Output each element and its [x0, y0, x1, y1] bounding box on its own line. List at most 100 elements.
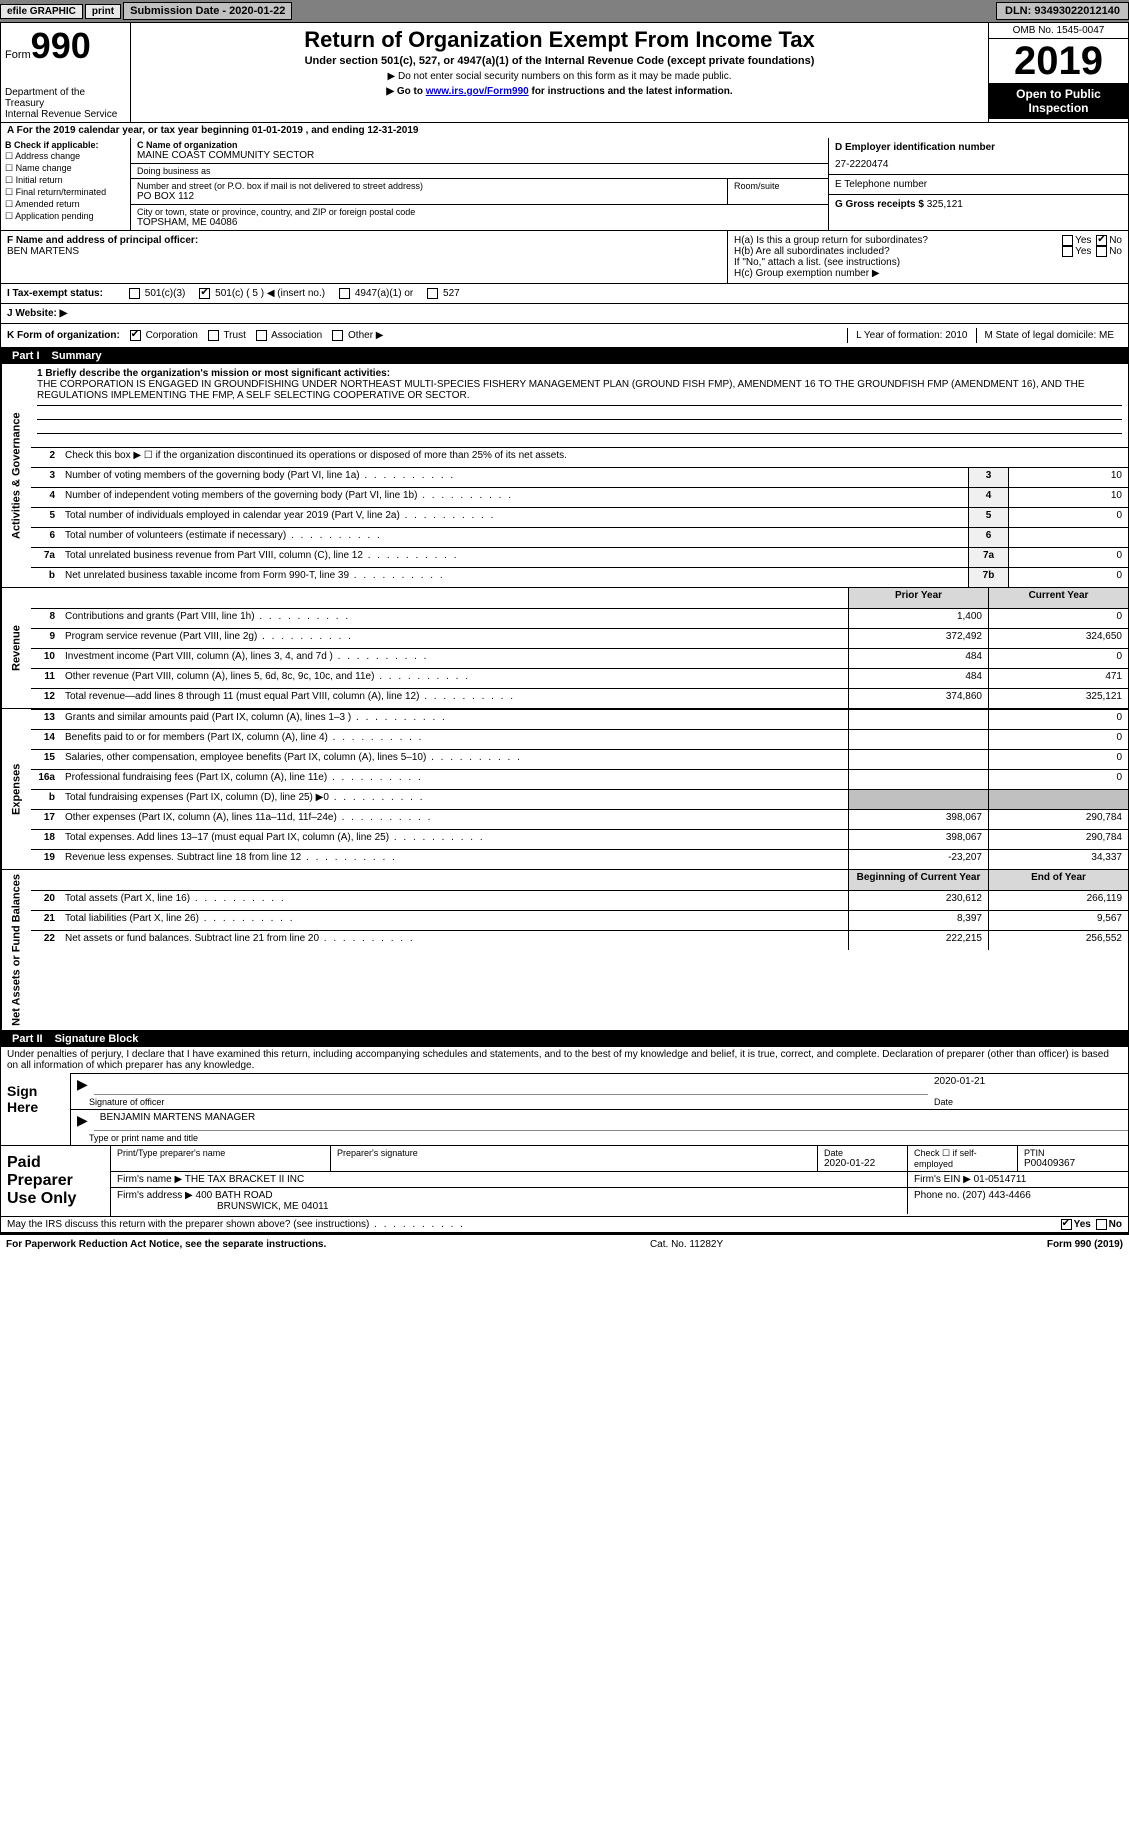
summary-line: 8Contributions and grants (Part VIII, li…	[31, 608, 1128, 628]
summary-line: bTotal fundraising expenses (Part IX, co…	[31, 789, 1128, 809]
hc-label: H(c) Group exemption number ▶	[734, 268, 1122, 279]
arrow-icon: ▶	[71, 1110, 94, 1131]
efile-button[interactable]: efile GRAPHIC	[0, 4, 83, 19]
top-toolbar: efile GRAPHIC print Submission Date - 20…	[0, 0, 1129, 22]
period-text: For the 2019 calendar year, or tax year …	[17, 125, 419, 136]
summary-line: 10Investment income (Part VIII, column (…	[31, 648, 1128, 668]
opt-501c3: 501(c)(3)	[145, 288, 186, 299]
summary-line: 3Number of voting members of the governi…	[31, 467, 1128, 487]
page-footer: For Paperwork Reduction Act Notice, see …	[0, 1233, 1129, 1254]
part2-num: Part II	[6, 1033, 49, 1045]
hb-no-checkbox[interactable]	[1096, 246, 1107, 257]
mission-text: THE CORPORATION IS ENGAGED IN GROUNDFISH…	[37, 379, 1122, 401]
curr-year-hdr: Current Year	[988, 588, 1128, 608]
opt-trust: Trust	[223, 330, 245, 341]
prep-name-label: Print/Type preparer's name	[117, 1148, 324, 1158]
form-title: Return of Organization Exempt From Incom…	[135, 27, 984, 53]
corp-checkbox[interactable]	[130, 330, 141, 341]
korg-label: K Form of organization:	[7, 330, 120, 341]
part1-title: Summary	[52, 350, 102, 362]
ptin-value: P00409367	[1024, 1158, 1122, 1169]
form-of-org-row: K Form of organization: Corporation Trus…	[0, 324, 1129, 348]
mission-label: 1 Briefly describe the organization's mi…	[37, 368, 1122, 379]
summary-line: 16aProfessional fundraising fees (Part I…	[31, 769, 1128, 789]
other-checkbox[interactable]	[332, 330, 343, 341]
website-row: J Website: ▶	[0, 304, 1129, 324]
gross-receipts-label: G Gross receipts $	[835, 199, 924, 210]
print-button[interactable]: print	[85, 4, 121, 19]
discuss-no-checkbox[interactable]	[1096, 1219, 1107, 1230]
ha-yes-checkbox[interactable]	[1062, 235, 1073, 246]
summary-line: bNet unrelated business taxable income f…	[31, 567, 1128, 587]
officer-signature-field[interactable]	[94, 1074, 928, 1095]
side-label-rev: Revenue	[1, 588, 31, 708]
summary-line: 6Total number of volunteers (estimate if…	[31, 527, 1128, 547]
mission-block: 1 Briefly describe the organization's mi…	[31, 364, 1128, 447]
summary-line: 20Total assets (Part X, line 16)230,6122…	[31, 890, 1128, 910]
summary-line: 21Total liabilities (Part X, line 26)8,3…	[31, 910, 1128, 930]
sign-here-label: Sign Here	[1, 1073, 71, 1145]
part1-header: Part I Summary	[0, 348, 1129, 364]
city-state-zip: TOPSHAM, ME 04086	[137, 217, 822, 228]
summary-line: 14Benefits paid to or for members (Part …	[31, 729, 1128, 749]
omb-number: OMB No. 1545-0047	[989, 23, 1128, 39]
header-right: OMB No. 1545-0047 2019 Open to Public In…	[988, 23, 1128, 122]
4947-checkbox[interactable]	[339, 288, 350, 299]
ein-label: D Employer identification number	[835, 142, 1122, 153]
end-year-hdr: End of Year	[988, 870, 1128, 890]
addr-label: Number and street (or P.O. box if mail i…	[137, 181, 721, 191]
firm-name-label: Firm's name ▶	[117, 1174, 182, 1185]
irs-link[interactable]: www.irs.gov/Form990	[426, 86, 529, 97]
firm-ein: 01-0514711	[974, 1174, 1027, 1185]
box-b-item[interactable]: ☐ Amended return	[5, 199, 126, 210]
527-checkbox[interactable]	[427, 288, 438, 299]
discuss-yes-checkbox[interactable]	[1061, 1219, 1072, 1230]
tax-year: 2019	[989, 39, 1128, 83]
501c3-checkbox[interactable]	[129, 288, 140, 299]
officer-group-row: F Name and address of principal officer:…	[0, 231, 1129, 284]
hb-yes-checkbox[interactable]	[1062, 246, 1073, 257]
phone-label: E Telephone number	[835, 179, 1122, 190]
dept-label: Department of the Treasury Internal Reve…	[5, 87, 126, 120]
ha-label: H(a) Is this a group return for subordin…	[734, 235, 928, 246]
summary-line: 19Revenue less expenses. Subtract line 1…	[31, 849, 1128, 869]
year-formation: L Year of formation: 2010	[847, 328, 975, 343]
form-number: 990	[31, 25, 91, 66]
summary-line: 15Salaries, other compensation, employee…	[31, 749, 1128, 769]
signature-block: Under penalties of perjury, I declare th…	[0, 1047, 1129, 1146]
footer-left: For Paperwork Reduction Act Notice, see …	[6, 1239, 326, 1250]
box-b-item[interactable]: ☐ Name change	[5, 163, 126, 174]
summary-line: 12Total revenue—add lines 8 through 11 (…	[31, 688, 1128, 708]
trust-checkbox[interactable]	[208, 330, 219, 341]
ha-no-checkbox[interactable]	[1096, 235, 1107, 246]
box-b-item[interactable]: ☐ Final return/terminated	[5, 187, 126, 198]
summary-line: 11Other revenue (Part VIII, column (A), …	[31, 668, 1128, 688]
preparer-label: Paid Preparer Use Only	[1, 1146, 111, 1216]
form-subtitle: Under section 501(c), 527, or 4947(a)(1)…	[135, 55, 984, 67]
discuss-yes: Yes	[1074, 1219, 1091, 1230]
box-b-item[interactable]: ☐ Application pending	[5, 211, 126, 222]
box-f: F Name and address of principal officer:…	[1, 231, 728, 283]
self-employed-check[interactable]: Check ☐ if self-employed	[908, 1146, 1018, 1171]
summary-line: 7aTotal unrelated business revenue from …	[31, 547, 1128, 567]
firm-name: THE TAX BRACKET II INC	[185, 1174, 304, 1185]
form-header: Form990 Department of the Treasury Inter…	[0, 22, 1129, 123]
summary-line: 22Net assets or fund balances. Subtract …	[31, 930, 1128, 950]
summary-line: 2Check this box ▶ ☐ if the organization …	[31, 447, 1128, 467]
opt-501c: 501(c) ( 5 ) ◀ (insert no.)	[215, 288, 325, 299]
beg-year-hdr: Beginning of Current Year	[848, 870, 988, 890]
assoc-checkbox[interactable]	[256, 330, 267, 341]
dba-label: Doing business as	[137, 166, 822, 176]
no-text: No	[1109, 235, 1122, 246]
side-label-net: Net Assets or Fund Balances	[1, 870, 31, 1030]
summary-line: 17Other expenses (Part IX, column (A), l…	[31, 809, 1128, 829]
governance-section: Activities & Governance 1 Briefly descri…	[0, 364, 1129, 588]
501c-checkbox[interactable]	[199, 288, 210, 299]
officer-label: F Name and address of principal officer:	[7, 235, 721, 246]
open-public-badge: Open to Public Inspection	[989, 83, 1128, 119]
box-b-item[interactable]: ☐ Address change	[5, 151, 126, 162]
website-label: J Website: ▶	[7, 308, 67, 319]
form-label: Form	[5, 49, 31, 61]
part2-title: Signature Block	[55, 1033, 139, 1045]
box-b-item[interactable]: ☐ Initial return	[5, 175, 126, 186]
